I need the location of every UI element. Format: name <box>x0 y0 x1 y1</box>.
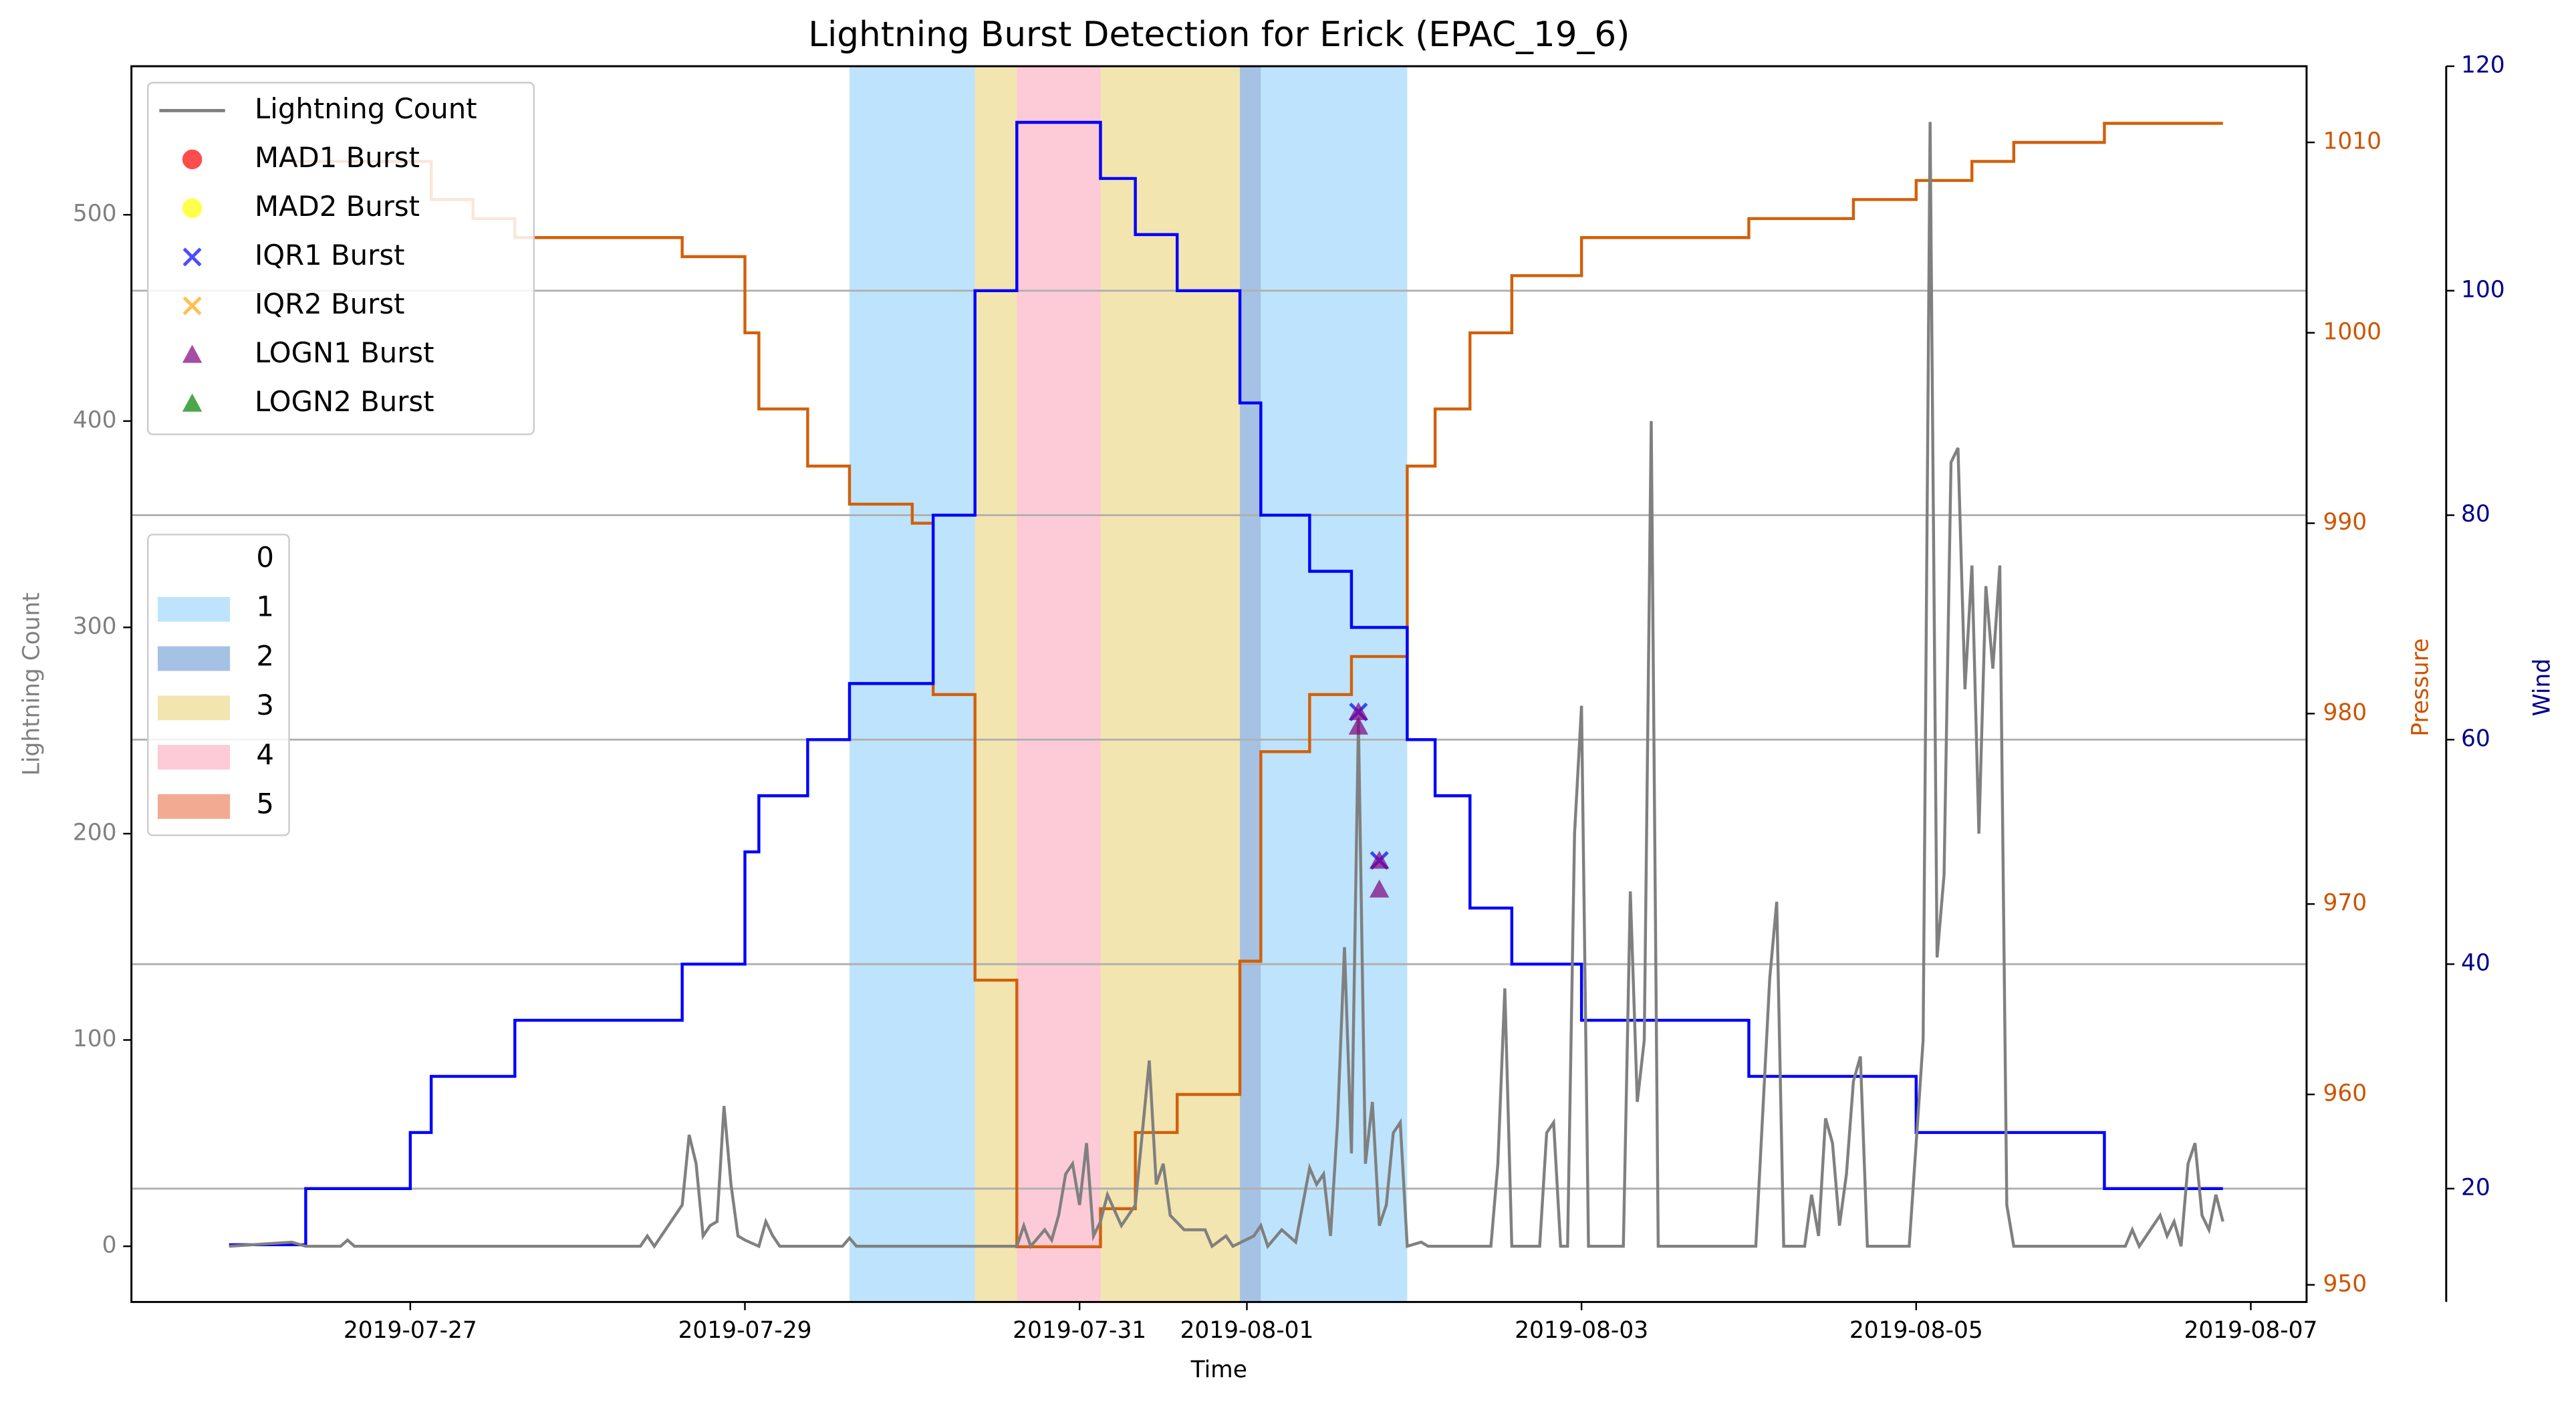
x-tick-label: 2019-07-29 <box>678 1317 812 1344</box>
burst-marker <box>1348 702 1369 721</box>
wind-tick-label: 40 <box>2461 950 2490 977</box>
pressure-line <box>285 122 2223 1249</box>
burst-marker <box>1369 879 1390 898</box>
x-tick-label: 2019-08-07 <box>2184 1317 2317 1344</box>
intensity-band <box>1100 66 1241 1302</box>
legend-swatch <box>157 794 231 819</box>
legend-swatch <box>157 596 231 622</box>
x-tick-label: 2019-07-31 <box>1013 1317 1146 1344</box>
x-tick-label: 2019-08-05 <box>1849 1317 1983 1344</box>
legend-label: Lightning Count <box>255 92 477 125</box>
legend-marker <box>182 296 202 316</box>
pressure-tick-label: 960 <box>2323 1080 2367 1106</box>
legend-marker <box>182 344 203 363</box>
y-axis-label: Lightning Count <box>19 592 45 776</box>
legend-label: 4 <box>256 738 274 771</box>
legend-swatch <box>157 646 231 671</box>
legend-swatch <box>157 745 231 770</box>
wind-tick-label: 120 <box>2461 52 2505 79</box>
series-legend: Lightning Count MAD1 Burst MAD2 Burst IQR1 … <box>146 82 535 435</box>
legend-label: IQR1 Burst <box>255 239 405 271</box>
pressure-tick-label: 970 <box>2323 890 2367 917</box>
y-tick-label: 100 <box>73 1026 117 1052</box>
pressure-axis-label: Pressure <box>2407 638 2434 737</box>
pressure-tick-label: 950 <box>2323 1270 2367 1297</box>
y-tick-label: 300 <box>73 613 117 640</box>
legend-label: LOGN1 Burst <box>255 336 434 369</box>
pressure-tick-label: 1010 <box>2323 128 2381 154</box>
intensity-band <box>1261 66 1408 1302</box>
y-tick-label: 0 <box>102 1232 117 1259</box>
burst-marker <box>1348 716 1369 735</box>
lightning-line <box>229 122 2224 1250</box>
x-tick-label: 2019-07-27 <box>344 1317 477 1344</box>
pressure-tick-label: 990 <box>2323 509 2367 536</box>
wind-tick-label: 20 <box>2461 1174 2490 1201</box>
legend-label: 1 <box>256 590 274 623</box>
x-axis-label: Time <box>1190 1357 1247 1383</box>
intensity-band <box>1240 66 1261 1302</box>
legend-marker <box>182 393 203 412</box>
legend-label: 3 <box>256 689 274 721</box>
wind-tick-label: 80 <box>2461 501 2490 528</box>
wind-tick-label: 100 <box>2461 276 2505 303</box>
legend-label: MAD1 Burst <box>255 141 420 174</box>
legend-label: MAD2 Burst <box>255 190 420 223</box>
legend-swatch <box>157 695 231 721</box>
legend-marker <box>182 198 203 219</box>
legend-label: IQR2 Burst <box>255 287 405 320</box>
intensity-band <box>1017 66 1101 1302</box>
legend-label: LOGN2 Burst <box>255 385 434 418</box>
wind-axis-label: Wind <box>2529 659 2555 716</box>
legend-label: 0 <box>256 541 274 574</box>
legend-swatch <box>157 548 231 573</box>
chart-title: Lightning Burst Detection for Erick (EPA… <box>808 15 1630 55</box>
legend-label: 5 <box>256 788 274 820</box>
legend-box <box>146 82 535 435</box>
legend-marker <box>182 247 202 267</box>
y-tick-label: 500 <box>73 201 117 227</box>
pressure-tick-label: 1000 <box>2323 318 2381 345</box>
intensity-legend: 0 1 2 3 4 5 <box>146 534 290 836</box>
x-tick-label: 2019-08-03 <box>1515 1317 1648 1344</box>
wind-tick-label: 60 <box>2461 725 2490 752</box>
plot-frame <box>130 65 2308 1303</box>
wind-line <box>229 120 2223 1247</box>
y-tick-label: 200 <box>73 819 117 846</box>
pressure-tick-label: 980 <box>2323 699 2367 726</box>
burst-marker <box>1369 850 1390 869</box>
y-tick-label: 400 <box>73 406 117 433</box>
x-tick-label: 2019-08-01 <box>1180 1317 1314 1344</box>
intensity-band <box>975 66 1017 1302</box>
legend-label: 2 <box>256 639 274 672</box>
legend-marker <box>182 149 203 170</box>
